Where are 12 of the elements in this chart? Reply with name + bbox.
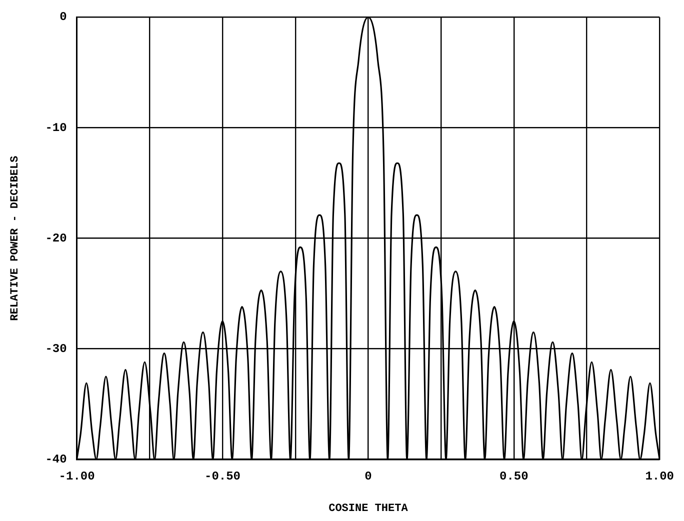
y-tick-label: 0 <box>60 10 67 24</box>
x-tick-label: 0 <box>364 470 372 484</box>
y-tick-label: -10 <box>45 120 67 135</box>
y-tick-label: -40 <box>45 452 67 466</box>
y-tick-label: -30 <box>45 342 67 356</box>
y-tick-label: -20 <box>45 231 67 246</box>
x-tick-label: 1.00 <box>645 470 674 484</box>
x-axis-title: COSINE THETA <box>328 503 408 516</box>
y-axis-title: RELATIVE POWER - DECIBELS <box>9 155 22 321</box>
x-tick-label: 0.50 <box>499 470 528 484</box>
x-tick-label: -0.50 <box>204 470 241 484</box>
x-tick-label: -1.00 <box>58 470 95 484</box>
